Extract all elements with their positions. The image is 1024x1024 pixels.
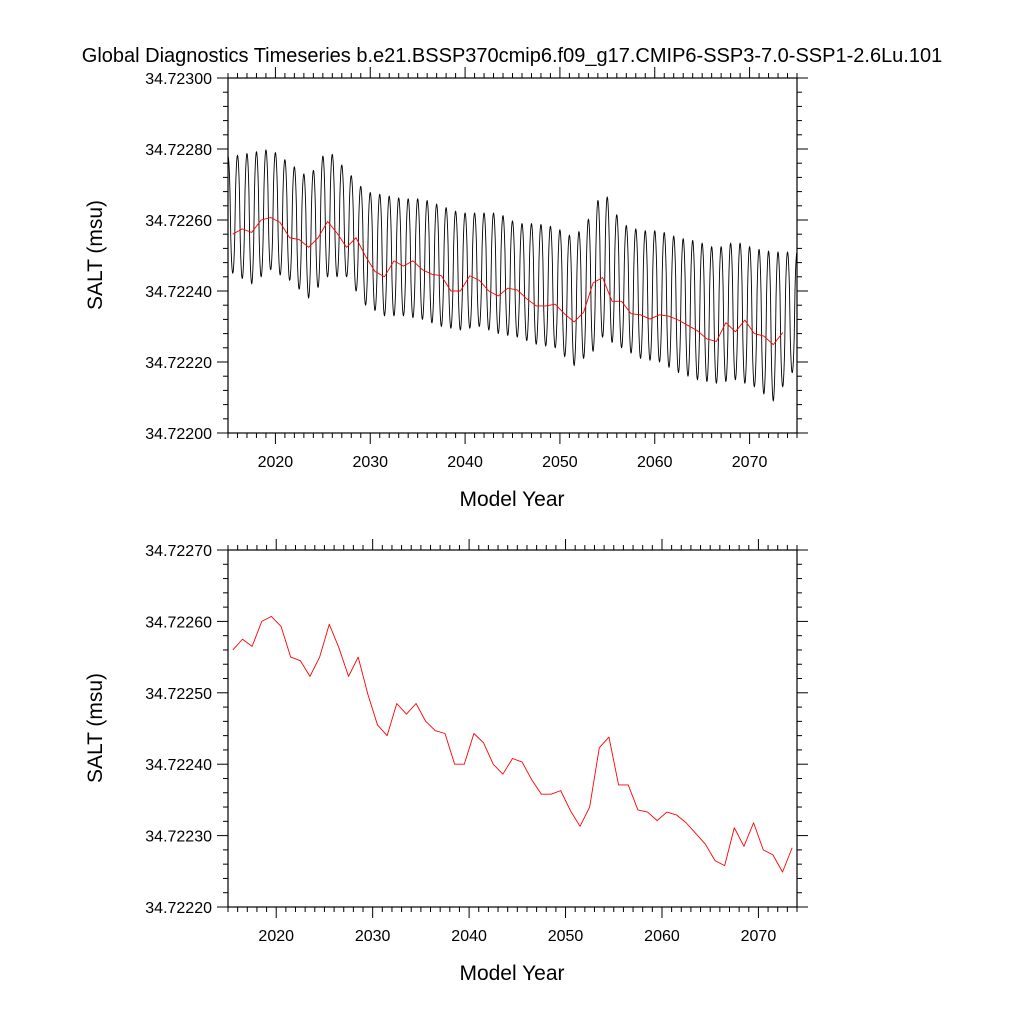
x-tick-label: 2030 xyxy=(352,454,388,471)
y-tick-label: 34.72230 xyxy=(145,829,212,846)
series-annual-mean-line xyxy=(232,615,793,873)
y-tick-label: 34.72240 xyxy=(145,757,212,774)
bottom-panel: 2020 2030 2040 2050 2060 2070 34.72220 34.72230… xyxy=(84,539,808,985)
y-tick-label: 34.72250 xyxy=(145,686,212,703)
y-tick-label: 34.72220 xyxy=(145,355,212,372)
x-tick-label: 2040 xyxy=(447,454,483,471)
bottom-panel-frame xyxy=(227,549,798,908)
top-panel-tick-labels: 2020 2030 2040 2050 2060 2070 34.72200 34.72220… xyxy=(145,71,767,471)
x-tick-label: 2070 xyxy=(732,454,768,471)
bottom-panel-ticks xyxy=(217,539,808,918)
y-tick-label: 34.72200 xyxy=(145,426,212,443)
x-tick-label: 2050 xyxy=(542,454,578,471)
x-tick-label: 2050 xyxy=(548,928,584,945)
x-tick-label: 2060 xyxy=(637,454,673,471)
series-annual-mean-line xyxy=(232,217,784,346)
top-x-axis-title: Model Year xyxy=(459,488,564,511)
y-tick-label: 34.72220 xyxy=(145,900,212,917)
top-y-axis-title: SALT (msu) xyxy=(84,200,107,310)
series-monthly-line xyxy=(227,149,798,402)
x-tick-label: 2070 xyxy=(741,928,777,945)
y-tick-label: 34.72260 xyxy=(145,213,212,230)
x-tick-label: 2040 xyxy=(451,928,487,945)
bottom-y-axis-title: SALT (msu) xyxy=(84,673,107,783)
top-panel-frame xyxy=(227,77,798,434)
top-panel: 2020 2030 2040 2050 2060 2070 34.72200 34.72220… xyxy=(84,67,808,511)
top-panel-series xyxy=(227,149,798,402)
top-panel-ticks xyxy=(217,67,808,444)
bottom-panel-series xyxy=(232,615,793,873)
x-tick-label: 2030 xyxy=(355,928,391,945)
bottom-x-axis-title: Model Year xyxy=(459,962,564,985)
y-tick-label: 34.72240 xyxy=(145,284,212,301)
y-tick-label: 34.72300 xyxy=(145,71,212,88)
x-tick-label: 2060 xyxy=(644,928,680,945)
y-tick-label: 34.72260 xyxy=(145,614,212,631)
y-tick-label: 34.72280 xyxy=(145,142,212,159)
x-tick-label: 2020 xyxy=(258,928,294,945)
x-tick-label: 2020 xyxy=(258,454,294,471)
bottom-panel-tick-labels: 2020 2030 2040 2050 2060 2070 34.72220 34.72230… xyxy=(145,543,776,945)
y-tick-label: 34.72270 xyxy=(145,543,212,560)
figure-title: Global Diagnostics Timeseries b.e21.BSSP… xyxy=(82,45,942,67)
